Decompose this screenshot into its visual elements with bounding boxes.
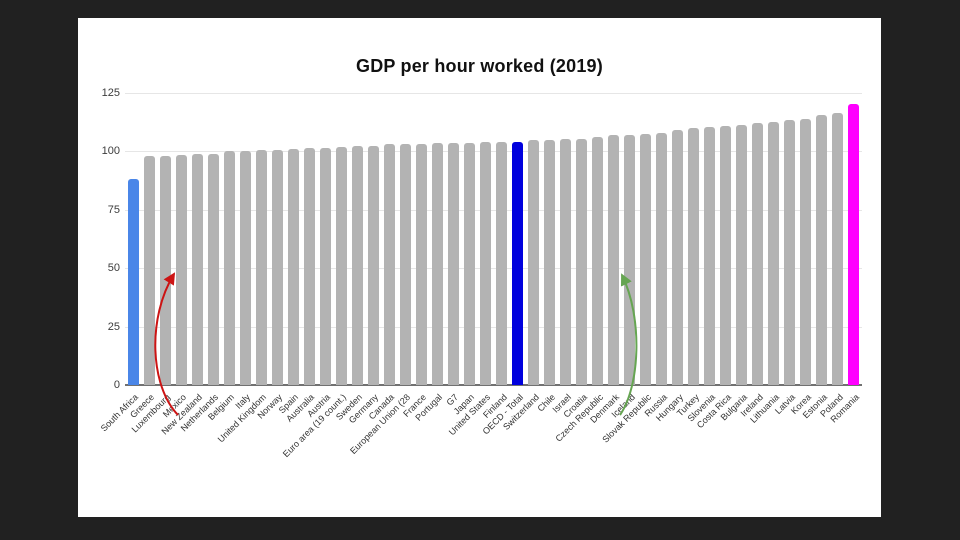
bar-mexico [175,154,187,385]
bar-spain [287,149,299,385]
gridline-75 [125,209,862,211]
bar-sweden [351,145,363,385]
bar-hungary [672,130,684,385]
gridline-100 [125,151,862,153]
bar-greece [143,156,155,385]
chart-card: GDP per hour worked (2019) 0 25 50 75 100 125… [78,18,881,517]
bar-slovak-republic [640,133,652,385]
bar-bulgaria [736,124,748,385]
bar-new-zealand [191,153,203,385]
y-tick-label-50: 50 [107,262,120,275]
y-tick-label-0: 0 [113,379,120,391]
y-tick-label-75: 75 [107,203,120,216]
bar-g7 [447,143,459,385]
bar-germany [367,145,379,385]
bar-norway [271,150,283,385]
bar-russia [656,132,668,385]
bar-slovenia [704,126,716,385]
y-tick-label-125: 125 [101,87,120,99]
bar-italy [239,151,251,385]
bar-costa-rica [720,125,732,385]
bar-romania [848,103,860,385]
y-tick-label-25: 25 [107,320,120,333]
bar-belgium [223,151,235,385]
bar-ireland [752,123,764,385]
chart-title: GDP per hour worked (2019) [356,56,603,76]
bar-denmark [608,135,620,385]
bar-israel [560,138,572,385]
bar-iceland [624,135,636,385]
bar-south-africa [127,179,139,385]
bar-luxembourg [159,156,171,385]
bar-european-union-28 [399,144,411,385]
bar-united-kingdom [255,150,267,385]
gridline-125 [125,93,862,94]
bar-japan [463,143,475,385]
x-axis-baseline [125,384,862,386]
bar-united-states [479,142,491,385]
bar-turkey [688,128,700,385]
bar-netherlands [207,153,219,385]
plot-area [125,93,862,386]
bar-finland [496,142,507,385]
bar-portugal [431,143,443,385]
bar-czech-republic [592,137,604,385]
bar-euro-area-19-count [335,146,347,385]
bar-estonia [816,115,828,385]
gridline-25 [125,326,862,328]
bar-lithuania [768,122,780,385]
bar-australia [303,147,315,385]
bar-poland [832,112,844,385]
gridline-50 [125,268,862,270]
bar-austria [319,147,331,385]
bar-chile [544,139,556,385]
bar-croatia [576,138,588,385]
y-tick-label-100: 100 [101,145,120,158]
bar-canada [383,144,395,385]
bar-oecd-total [512,142,524,385]
bar-latvia [784,119,796,385]
bar-switzerland [528,139,540,385]
bar-france [415,144,427,385]
bar-korea [800,118,812,385]
